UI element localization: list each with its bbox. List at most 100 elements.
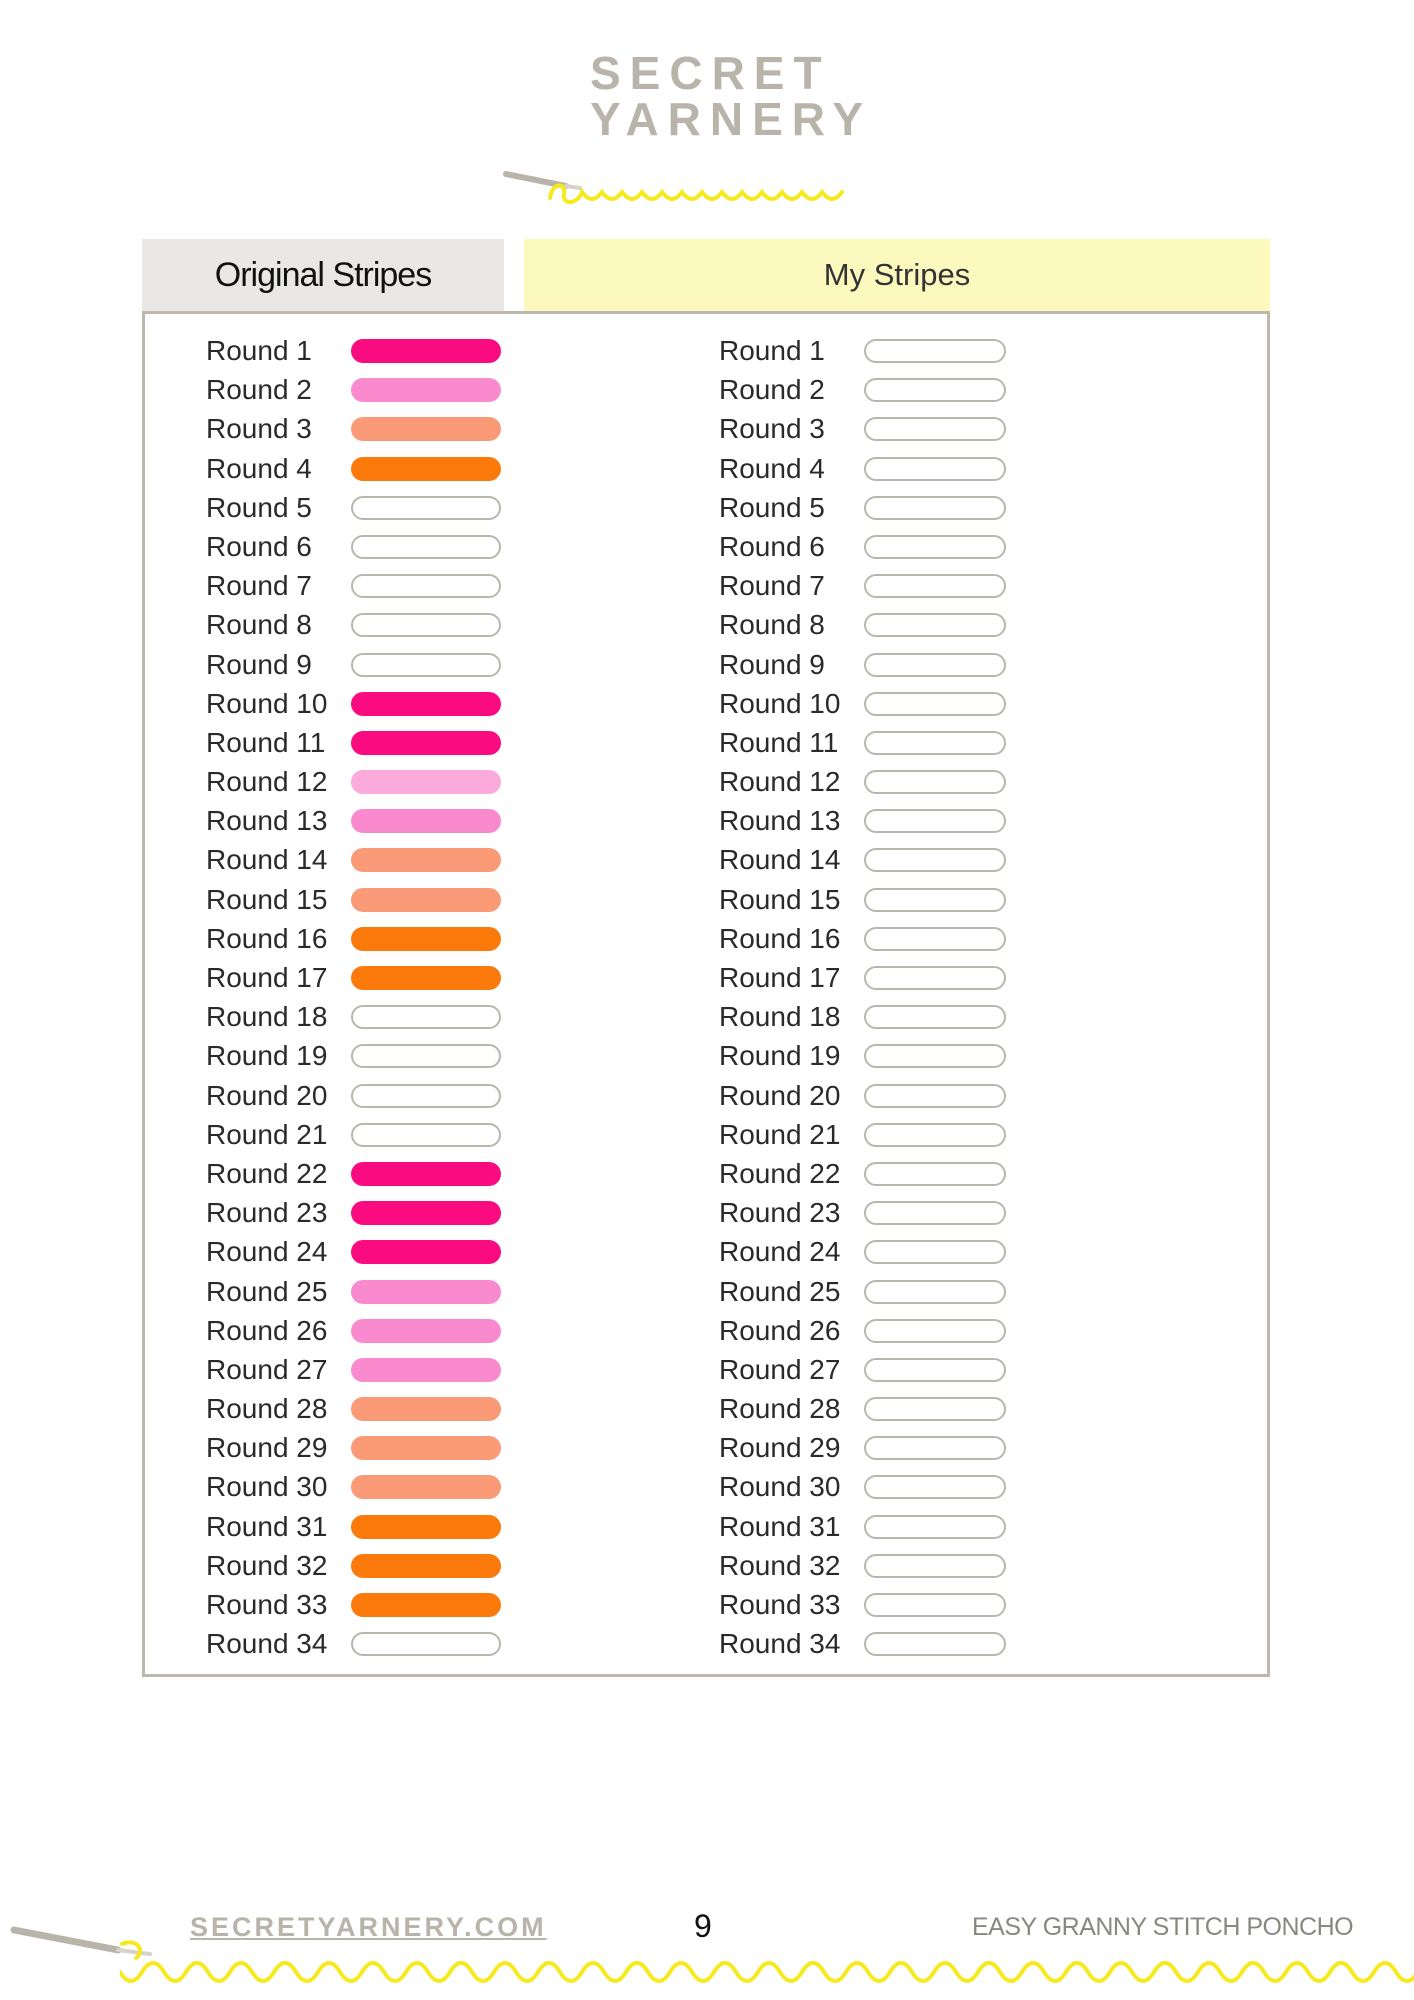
stripe-color-blank-swatch[interactable] (864, 378, 1006, 403)
round-label: Round 7 (719, 570, 825, 602)
round-label: Round 7 (206, 570, 312, 602)
round-label: Round 2 (719, 374, 825, 406)
stripe-color-blank-swatch[interactable] (864, 1553, 1006, 1578)
stripe-color-swatch (351, 378, 501, 403)
round-label: Round 17 (719, 962, 841, 993)
stripe-color-blank-swatch[interactable] (864, 730, 1006, 755)
stripe-color-swatch (351, 1240, 501, 1265)
stripe-color-swatch (351, 1475, 501, 1500)
tab-original-stripes: Original Stripes (142, 239, 504, 311)
round-label: Round 32 (206, 1549, 328, 1581)
stripe-color-blank-swatch[interactable] (864, 652, 1006, 677)
round-label: Round 29 (206, 1432, 328, 1464)
stripe-color-blank-swatch[interactable] (864, 809, 1006, 834)
stripe-color-blank-swatch[interactable] (864, 1397, 1006, 1422)
round-label: Round 21 (719, 1118, 841, 1150)
stripe-color-swatch (351, 1083, 501, 1108)
stripe-color-swatch (351, 534, 501, 559)
stripe-color-blank-swatch[interactable] (864, 417, 1006, 442)
document-title: EASY GRANNY STITCH PONCHO (972, 1913, 1354, 1941)
website-link[interactable]: SECRETYARNERY.COM (190, 1912, 547, 1942)
stripe-color-blank-swatch[interactable] (864, 456, 1006, 481)
round-label: Round 32 (719, 1549, 841, 1581)
round-label: Round 10 (206, 687, 328, 719)
round-label: Round 34 (206, 1628, 328, 1660)
round-label: Round 25 (719, 1275, 841, 1307)
stripe-color-blank-swatch[interactable] (864, 1005, 1006, 1030)
round-label: Round 20 (719, 1079, 841, 1111)
round-label: Round 25 (206, 1275, 328, 1307)
stripe-color-swatch (351, 770, 501, 795)
stripe-color-blank-swatch[interactable] (864, 887, 1006, 912)
round-label: Round 19 (206, 1040, 328, 1072)
stripe-color-blank-swatch[interactable] (864, 848, 1006, 873)
stripe-color-blank-swatch[interactable] (864, 574, 1006, 599)
stripe-color-blank-swatch[interactable] (864, 339, 1006, 363)
stripe-color-swatch (351, 1005, 501, 1030)
round-label: Round 9 (206, 648, 312, 680)
round-label: Round 19 (719, 1040, 841, 1072)
round-label: Round 22 (719, 1157, 841, 1189)
stripe-color-blank-swatch[interactable] (864, 1475, 1006, 1500)
stripe-color-swatch (351, 1357, 501, 1382)
page-number: 9 (694, 1908, 712, 1944)
round-label: Round 26 (206, 1314, 328, 1346)
stripe-color-blank-swatch[interactable] (864, 1632, 1006, 1657)
round-label: Round 11 (719, 726, 839, 758)
stripe-color-blank-swatch[interactable] (864, 1318, 1006, 1343)
stripe-color-swatch (351, 456, 501, 481)
stripe-color-blank-swatch[interactable] (864, 534, 1006, 559)
round-label: Round 30 (719, 1471, 841, 1503)
stripe-color-blank-swatch[interactable] (864, 1357, 1006, 1382)
stripe-color-swatch (351, 691, 501, 716)
stripe-color-blank-swatch[interactable] (864, 1436, 1006, 1461)
round-label: Round 23 (719, 1197, 841, 1229)
stripe-color-swatch (351, 1514, 501, 1539)
round-label: Round 3 (206, 413, 312, 445)
round-label: Round 4 (206, 452, 312, 484)
stripe-color-blank-swatch[interactable] (864, 1514, 1006, 1539)
round-label: Round 31 (206, 1510, 328, 1542)
stripe-color-swatch (351, 339, 501, 363)
stripes-panel (142, 311, 1270, 1677)
round-label: Round 12 (719, 766, 841, 798)
stripe-color-swatch (351, 1044, 501, 1069)
tab-my-stripes: My Stripes (524, 239, 1270, 311)
brand-logo: SECRET YARNERY (490, 40, 890, 204)
stripe-color-blank-swatch[interactable] (864, 770, 1006, 795)
stripe-color-swatch (351, 887, 501, 912)
stripe-color-blank-swatch[interactable] (864, 1161, 1006, 1186)
stripe-color-blank-swatch[interactable] (864, 691, 1006, 716)
stripe-color-blank-swatch[interactable] (864, 926, 1006, 951)
round-label: Round 6 (719, 530, 825, 562)
round-label: Round 1 (206, 335, 312, 366)
stripe-color-swatch (351, 1553, 501, 1578)
stripe-color-blank-swatch[interactable] (864, 1083, 1006, 1108)
round-label: Round 28 (206, 1393, 328, 1425)
stripe-color-swatch (351, 809, 501, 834)
round-label: Round 24 (206, 1236, 328, 1268)
stripe-color-blank-swatch[interactable] (864, 495, 1006, 520)
round-label: Round 16 (206, 922, 328, 954)
stripe-color-blank-swatch[interactable] (864, 1122, 1006, 1147)
stripe-color-blank-swatch[interactable] (864, 1593, 1006, 1617)
stripe-color-blank-swatch[interactable] (864, 613, 1006, 638)
round-label: Round 28 (719, 1393, 841, 1425)
round-label: Round 3 (719, 413, 825, 445)
round-label: Round 6 (206, 530, 312, 562)
stripe-color-swatch (351, 1632, 501, 1657)
yarn-wave-decoration (120, 1961, 1414, 1983)
round-label: Round 26 (719, 1314, 841, 1346)
stripe-color-blank-swatch[interactable] (864, 1240, 1006, 1265)
stripe-color-blank-swatch[interactable] (864, 1279, 1006, 1304)
stripe-color-swatch (351, 495, 501, 520)
round-label: Round 1 (719, 335, 825, 366)
stripe-color-blank-swatch[interactable] (864, 1044, 1006, 1069)
round-label: Round 27 (719, 1353, 841, 1385)
stripe-color-swatch (351, 1201, 501, 1226)
stripe-color-blank-swatch[interactable] (864, 966, 1006, 990)
round-label: Round 4 (719, 452, 825, 484)
stripe-color-blank-swatch[interactable] (864, 1201, 1006, 1226)
round-label: Round 5 (206, 491, 312, 523)
round-label: Round 10 (719, 687, 841, 719)
